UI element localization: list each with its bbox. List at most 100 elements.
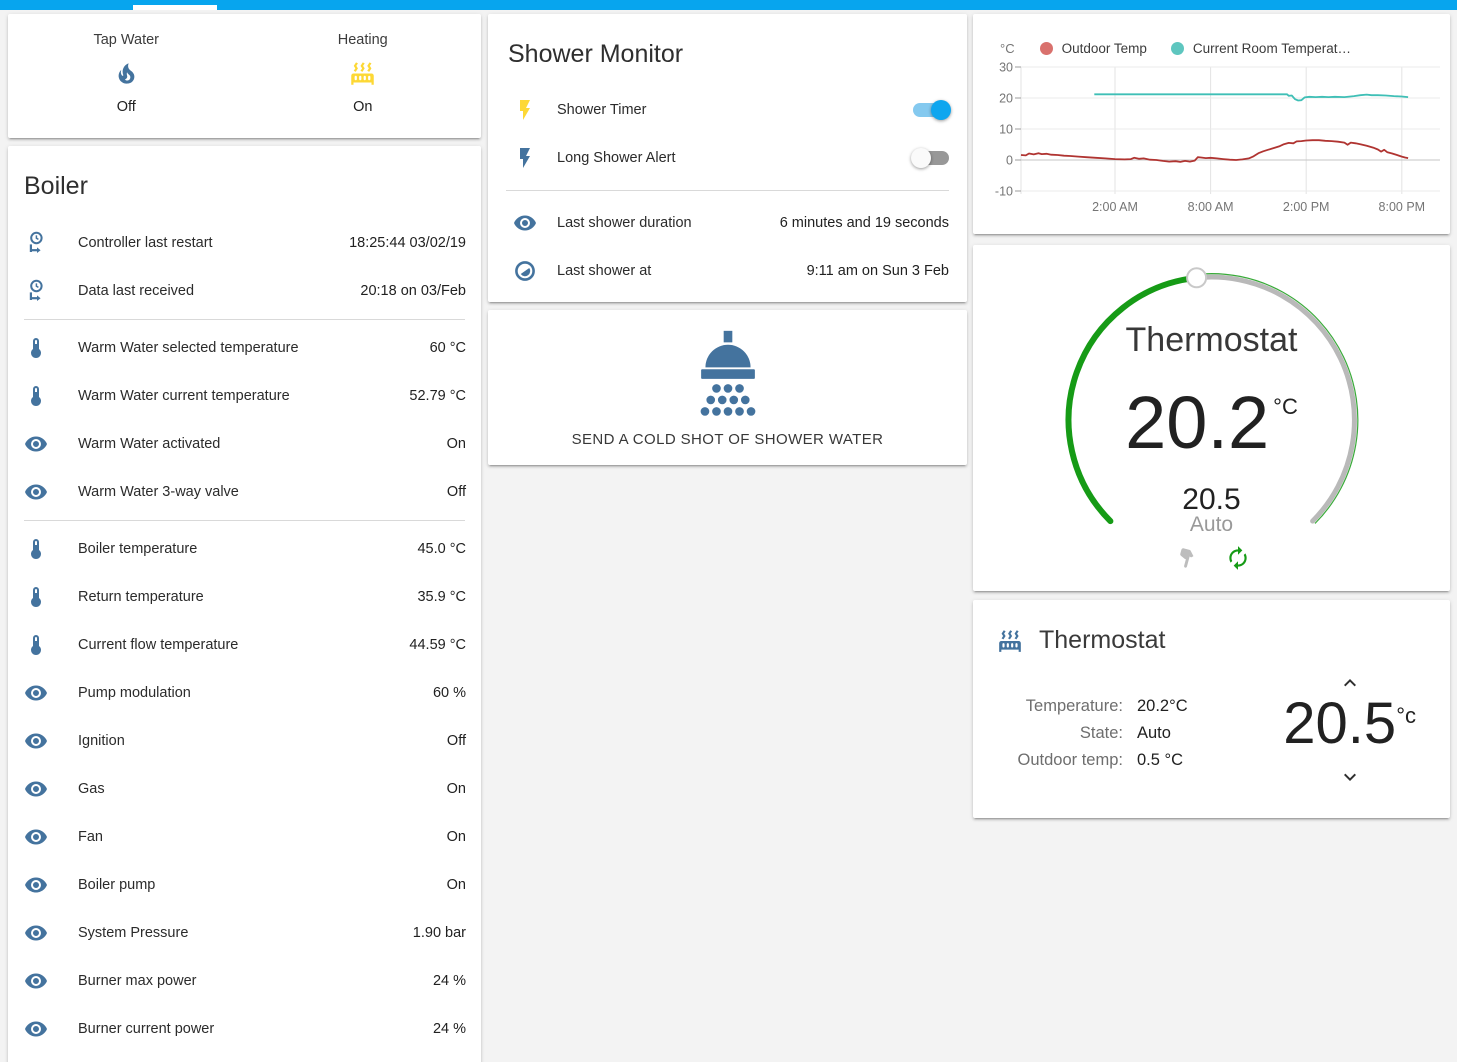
entity-label: Boiler pump (78, 877, 156, 893)
svg-text:8:00 AM: 8:00 AM (1188, 200, 1234, 214)
history-chart: 2:00 AM 8:00 AM 2:00 PM 8:00 PM 30 20 10 0 -10 (995, 61, 1440, 214)
eye-icon (513, 211, 537, 235)
entity-value: 18:25:44 03/02/19 (349, 235, 466, 251)
dial-handle[interactable] (1186, 267, 1208, 289)
entity-row-long-shower-alert[interactable]: Long Shower Alert (488, 134, 967, 182)
legend-item: Outdoor Temp (1039, 41, 1147, 56)
active-tab-indicator[interactable] (133, 5, 217, 10)
thermostat-attributes: Temperature: 20.2°C State: Auto Outdoor te… (1003, 693, 1188, 774)
entity-value: On (446, 781, 466, 797)
shower-head-icon (679, 327, 777, 423)
attr-value: 0.5 °C (1137, 751, 1184, 769)
entity-value: 60 °C (429, 340, 466, 356)
eye-icon (24, 681, 48, 705)
entity-label: Shower Timer (557, 102, 647, 118)
legend-dot (1039, 42, 1053, 55)
svg-text:2:00 AM: 2:00 AM (1092, 200, 1138, 214)
entity-row[interactable]: Boiler temperature 45.0 °C (8, 525, 481, 573)
app-header (0, 0, 1457, 10)
clock-start-icon (24, 279, 48, 303)
entity-row[interactable]: Fan On (8, 813, 481, 861)
glance-item-heating[interactable]: Heating On (245, 30, 482, 138)
entity-row[interactable]: Boiler pump On (8, 861, 481, 909)
thermometer-icon (24, 633, 48, 657)
glance-state: On (353, 99, 373, 115)
dial-arc-active[interactable] (1065, 274, 1200, 525)
entity-value: 6 minutes and 19 seconds (779, 215, 949, 231)
entity-row[interactable]: Burner max power 24 % (8, 957, 481, 1005)
dial-arc-track[interactable] (1194, 274, 1357, 524)
entity-value: On (446, 877, 466, 893)
entity-label: Burner current power (78, 1021, 215, 1037)
entity-row[interactable]: Warm Water selected temperature 60 °C (8, 324, 481, 372)
entity-label: Last shower at (557, 263, 652, 279)
entity-label: System Pressure (78, 925, 189, 941)
thermometer-icon (24, 384, 48, 408)
entity-value: 1.90 bar (412, 925, 466, 941)
legend-label: Outdoor Temp (1061, 41, 1147, 56)
chevron-down-icon[interactable] (1331, 765, 1369, 789)
thermometer-icon (24, 537, 48, 561)
fire-icon (113, 60, 140, 87)
entity-value: Off (446, 733, 466, 749)
entity-label: Gas (78, 781, 105, 797)
entity-row[interactable]: Pump modulation 60 % (8, 669, 481, 717)
chart-legend: °C Outdoor Temp Current Room Temperat… (1000, 41, 1375, 56)
eye-icon (24, 825, 48, 849)
svg-text:-10: -10 (995, 185, 1013, 199)
entity-row[interactable]: Return temperature 35.9 °C (8, 573, 481, 621)
entity-label: Pump modulation (78, 685, 191, 701)
thermostat-info-card: Thermostat Temperature: 20.2°C State: Auto… (973, 600, 1450, 818)
attr-value: 20.2°C (1137, 697, 1188, 715)
entity-row[interactable]: Ignition Off (8, 717, 481, 765)
entity-row[interactable]: Burner current power 24 % (8, 1005, 481, 1053)
entity-label: Long Shower Alert (557, 150, 676, 166)
radiator-icon (349, 60, 376, 87)
eye-icon (24, 1017, 48, 1041)
entity-label: Data last received (78, 283, 195, 299)
clock-icon (513, 259, 537, 283)
entity-row[interactable]: Warm Water current temperature 52.79 °C (8, 372, 481, 420)
entity-value: 24 % (432, 1021, 466, 1037)
manual-mode-hand-icon[interactable] (1173, 545, 1199, 571)
card-title: Thermostat (1039, 626, 1166, 654)
entity-row-shower-timer[interactable]: Shower Timer (488, 86, 967, 134)
chevron-up-icon[interactable] (1331, 671, 1369, 695)
glance-item-tap-water[interactable]: Tap Water Off (8, 30, 245, 138)
entity-value: 24 % (432, 973, 466, 989)
toggle-knob (931, 100, 951, 120)
thermostat-dial-card: Thermostat 20.2 °C 20.5 Auto (973, 245, 1450, 591)
eye-icon (24, 432, 48, 456)
entity-label: Boiler temperature (78, 541, 198, 557)
auto-mode-autorenew-icon[interactable] (1225, 545, 1251, 571)
glance-state: Off (116, 99, 136, 115)
entity-value: Off (446, 484, 466, 500)
entity-row[interactable]: Controller last restart 18:25:44 03/02/19 (8, 219, 481, 267)
dial-unit: °C (1273, 394, 1298, 419)
entity-row[interactable]: Warm Water activated On (8, 420, 481, 468)
long-shower-alert-toggle[interactable] (911, 148, 949, 168)
cold-shot-button-label: SEND A COLD SHOT OF SHOWER WATER (571, 431, 884, 448)
dial-mode-label: Auto (1189, 513, 1234, 536)
entity-value: On (446, 829, 466, 845)
entity-label: Ignition (78, 733, 125, 749)
entity-value: 9:11 am on Sun 3 Feb (806, 263, 949, 279)
dial-title: Thermostat (1125, 321, 1298, 359)
thermometer-icon (24, 336, 48, 360)
entity-row[interactable]: System Pressure 1.90 bar (8, 909, 481, 957)
entity-row[interactable]: Current flow temperature 44.59 °C (8, 621, 481, 669)
entity-row-last-shower-duration[interactable]: Last shower duration 6 minutes and 19 se… (488, 199, 967, 247)
shower-timer-toggle[interactable] (913, 100, 951, 120)
entity-label: Last shower duration (557, 215, 692, 231)
boiler-rows: Controller last restart 18:25:44 03/02/19… (8, 219, 481, 1053)
entity-row[interactable]: Warm Water 3-way valve Off (8, 468, 481, 516)
axis-unit-label: °C (1000, 41, 1015, 56)
entity-row[interactable]: Data last received 20:18 on 03/Feb (8, 267, 481, 315)
dial-arc-thin (1196, 273, 1359, 524)
entity-value: 35.9 °C (417, 589, 466, 605)
entity-row-last-shower-at[interactable]: Last shower at 9:11 am on Sun 3 Feb (488, 247, 967, 295)
eye-icon (24, 873, 48, 897)
entity-row[interactable]: Gas On (8, 765, 481, 813)
cold-shot-button[interactable]: SEND A COLD SHOT OF SHOWER WATER (488, 310, 967, 465)
svg-text:10: 10 (999, 123, 1013, 137)
